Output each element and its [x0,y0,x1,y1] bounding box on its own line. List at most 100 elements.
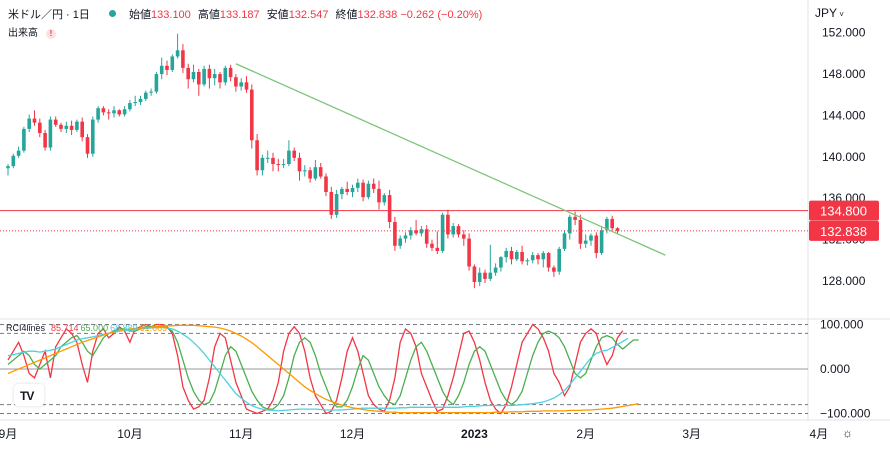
rci-legend[interactable]: RCI4lines 85.714 65.000 68.889 61.069 [6,323,169,333]
candlestick-series [6,33,620,289]
candle [181,44,185,74]
candle-body [504,250,508,258]
rci-series-line [7,324,639,414]
candle [610,215,614,231]
candle [562,230,567,251]
candle [159,57,164,80]
candle-body [440,214,445,251]
candle [6,164,10,176]
market-open-dot-icon [108,10,116,17]
tv-logo-icon: TV [20,389,34,403]
candle-body [393,222,397,246]
price-tick-label: 128.000 [822,274,866,288]
candle [175,33,180,59]
last-price-tag-bg [809,220,879,241]
candle-body [451,226,455,235]
candle [85,134,90,158]
tradingview-logo[interactable]: TV [14,384,44,406]
rci-value-1: 85.714 [51,323,79,333]
candle-body [186,67,190,80]
candle [488,244,493,281]
candle-body [138,98,143,102]
candle-body [345,188,349,192]
candle [483,269,487,284]
candle-body [430,243,434,248]
candle-body [334,194,339,215]
volume-label[interactable]: 出来高 [8,28,38,39]
candle-body [573,216,577,220]
candle-body [271,157,275,165]
candle [260,154,265,176]
candle-body [509,250,514,260]
candle-body [197,72,201,85]
high-label: 高値 [197,9,220,21]
candle [80,117,84,142]
candle [350,184,355,198]
candle-body [605,218,609,231]
candle [91,116,95,157]
candle-body [207,68,212,79]
axes: 152.000148.000144.000140.000136.000132.0… [0,26,879,441]
rci-series-line [7,326,639,410]
candle-body [467,238,471,267]
candle-body [483,272,487,279]
volume-legend: 出来高! [8,24,56,39]
candle-body [228,67,233,78]
candle-body [313,167,318,179]
candle [462,230,466,246]
candle-body [610,218,614,229]
candle-body [212,74,217,79]
candle [292,147,296,161]
candle-body [308,170,312,179]
gear-icon[interactable]: ☼ [842,426,853,440]
low-value: 132.547 [288,9,329,21]
candle-body [350,187,355,192]
candle-body [615,228,620,231]
candle [197,68,201,96]
candle-body [525,260,530,262]
candle [393,216,397,251]
candle-body [154,74,159,92]
candle [552,265,556,277]
rci-tick-label: 0.000 [820,362,850,376]
level-price-tag: 134.800 [820,204,867,219]
symbol-title[interactable]: 米ドル／円 · 1日 [8,9,90,21]
candle [520,245,524,265]
candle [318,163,323,179]
candle-body [387,195,392,222]
candle [244,76,249,93]
candle [573,211,577,226]
candle-body [414,230,418,234]
candle [165,60,169,76]
rci-value-2: 65.000 [80,323,109,333]
candle-body [578,219,583,244]
candle-body [117,110,122,115]
close-value: 132.838 [357,9,398,21]
candle-body [133,102,137,104]
candle [96,106,100,123]
candle-body [292,150,296,158]
candle-body [255,140,259,171]
candle [334,189,339,218]
candle-body [536,255,540,260]
exclamation-icon[interactable]: ! [46,29,56,39]
candle [48,116,53,151]
candle-body [515,252,519,260]
candle-body [361,182,365,198]
candle-body [462,234,466,239]
candle-body [69,125,74,130]
price-tick-label: 148.000 [822,67,866,81]
candle-body [557,248,561,272]
candle [27,114,31,132]
candle-body [377,188,381,203]
currency-selector[interactable]: JPY ˅ [815,6,844,20]
candle [583,234,588,248]
candle-body [101,108,106,113]
candle-body [144,92,148,99]
candle-body [409,230,413,236]
candle-body [456,226,461,235]
candle [11,153,16,169]
candle-body [128,103,132,110]
candle [509,246,514,265]
